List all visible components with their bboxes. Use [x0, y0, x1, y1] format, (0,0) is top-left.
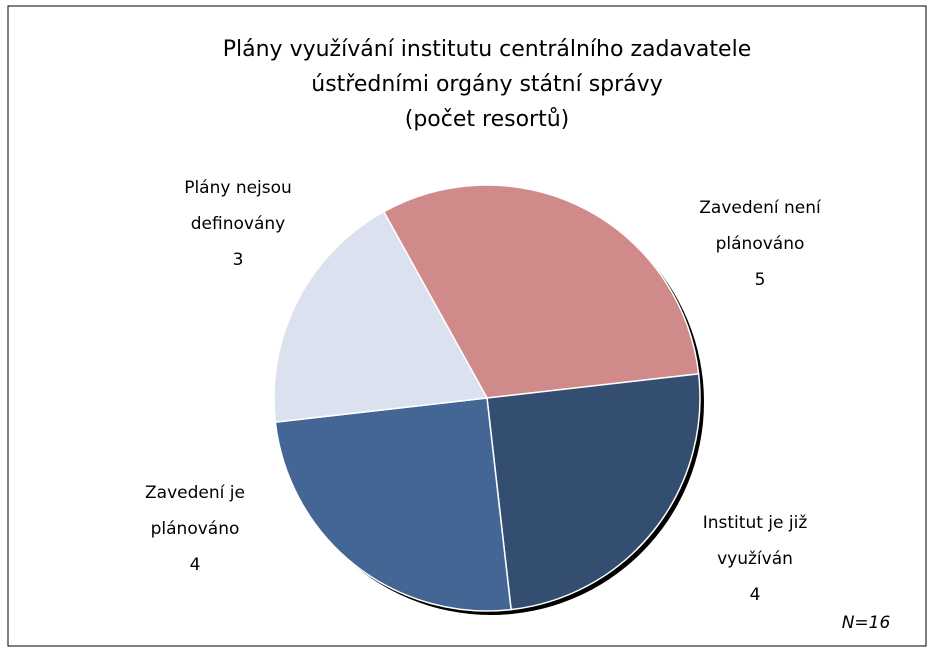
annotation: N=16 [842, 613, 891, 633]
slice-label-text: Zavedení není plánováno 5 [680, 190, 840, 298]
pie-slice [486, 373, 701, 611]
slice-label-text: Institut je již využíván 4 [675, 505, 835, 613]
value-label: 4 [189, 555, 201, 575]
value-label: 4 [749, 585, 761, 605]
slice-label-text: Plány nejsou definovány 3 [158, 170, 318, 278]
chart-title: Plány využívání institutu centrálního za… [223, 37, 751, 62]
pie-slice [273, 210, 489, 423]
value-label: 3 [232, 250, 244, 270]
chart-title: ústředními orgány státní správy [311, 72, 662, 97]
category-label: Zavedení je plánováno [145, 483, 245, 539]
pie-slice [274, 397, 512, 612]
slice-label-text: Zavedení je plánováno 4 [115, 475, 275, 583]
pie-slice [382, 184, 700, 399]
category-label: Institut je již využíván [702, 513, 808, 569]
slice-label: Zavedení není plánováno 5 [680, 190, 840, 298]
slice-label: Zavedení je plánováno 4 [115, 475, 275, 583]
category-label: Plány nejsou definovány [184, 178, 292, 234]
chart-title: (počet resortů) [405, 107, 569, 132]
slice-label: Institut je již využíván 4 [675, 505, 835, 613]
value-label: 5 [754, 270, 766, 290]
category-label: Zavedení není plánováno [699, 198, 821, 254]
slice-label: Plány nejsou definovány 3 [158, 170, 318, 278]
